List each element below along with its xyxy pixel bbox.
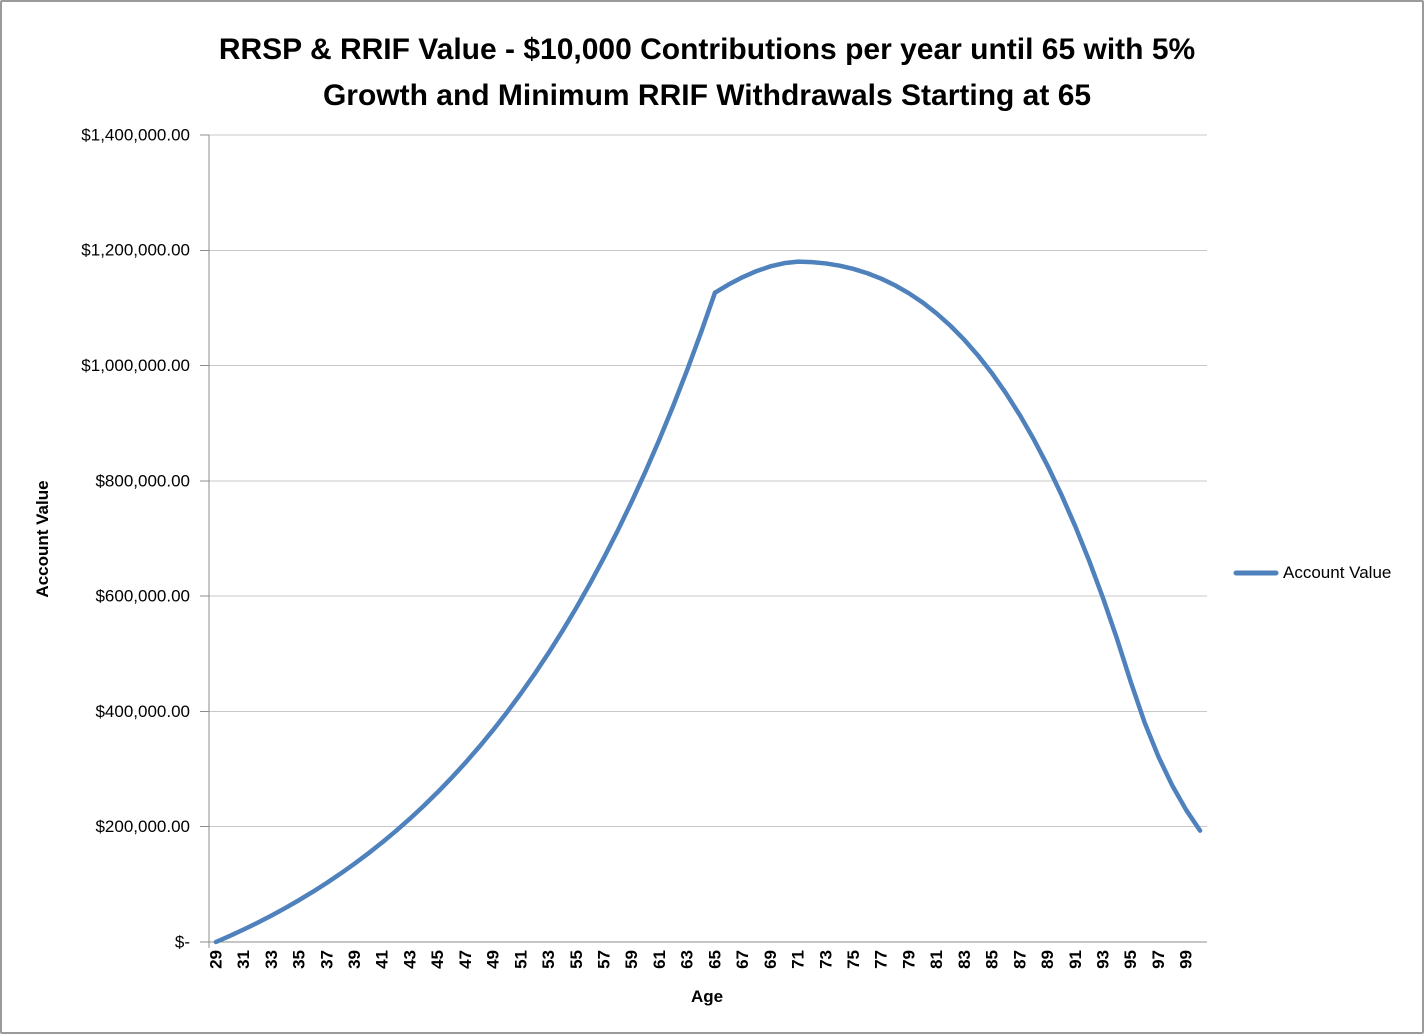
chart-title: RRSP & RRIF Value - $10,000 Contribution…: [2, 27, 1412, 119]
y-axis-tick-label: $1,200,000.00: [81, 241, 190, 260]
x-axis-tick-label: 53: [539, 950, 558, 969]
x-axis-tick-label: 99: [1177, 950, 1196, 969]
legend: Account Value: [1233, 562, 1391, 584]
x-axis-tick-label: 97: [1149, 950, 1168, 969]
x-axis-tick-label: 73: [816, 950, 835, 969]
y-axis-title: Account Value: [33, 480, 52, 598]
x-axis-tick-label: 93: [1093, 950, 1112, 969]
x-axis-tick-label: 91: [1066, 950, 1085, 969]
x-axis-tick-label: 55: [567, 950, 586, 969]
x-axis-tick-label: 49: [484, 950, 503, 969]
x-axis-tick-label: 71: [789, 950, 808, 969]
y-axis-tick-label: $800,000.00: [95, 471, 190, 490]
x-axis-tick-label: 59: [622, 950, 641, 969]
x-axis-tick-label: 63: [678, 950, 697, 969]
x-axis-tick-label: 95: [1121, 950, 1140, 969]
x-axis-tick-label: 39: [345, 950, 364, 969]
x-axis-tick-label: 35: [290, 950, 309, 969]
x-axis-tick-label: 85: [983, 950, 1002, 969]
y-axis-tick-label: $600,000.00: [95, 587, 190, 606]
x-axis-tick-label: 79: [899, 950, 918, 969]
y-axis-tick-label: $1,400,000.00: [81, 125, 190, 144]
legend-label: Account Value: [1283, 563, 1392, 582]
x-axis-tick-label: 77: [872, 950, 891, 969]
x-axis-tick-label: 37: [317, 950, 336, 969]
x-axis-tick-label: 33: [262, 950, 281, 969]
x-axis-tick-label: 87: [1010, 950, 1029, 969]
x-axis-tick-label: 45: [428, 950, 447, 969]
x-axis-tick-label: 83: [955, 950, 974, 969]
x-axis-tick-label: 65: [705, 950, 724, 969]
x-axis-tick-label: 47: [456, 950, 475, 969]
chart-title-line1: RRSP & RRIF Value - $10,000 Contribution…: [218, 33, 1196, 66]
x-axis-tick-label: 61: [650, 950, 669, 969]
x-axis-tick-label: 31: [234, 950, 253, 969]
x-axis-tick-label: 29: [206, 950, 225, 969]
account-value-line: [213, 259, 1203, 945]
y-axis-tick-label: $-: [175, 932, 190, 951]
x-axis-tick-label: 81: [927, 950, 946, 969]
legend-line-swatch: [1233, 570, 1279, 576]
x-axis-tick-label: 51: [511, 950, 530, 969]
x-axis-tick-label: 67: [733, 950, 752, 969]
x-axis-tick-label: 89: [1038, 950, 1057, 969]
x-axis-tick-label: 57: [594, 950, 613, 969]
chart-title-line2: Growth and Minimum RRIF Withdrawals Star…: [322, 79, 1092, 112]
x-axis-tick-label: 41: [373, 950, 392, 969]
y-axis-tick-label: $200,000.00: [95, 817, 190, 836]
y-axis-tick-label: $1,000,000.00: [81, 356, 190, 375]
x-axis-tick-label: 69: [761, 950, 780, 969]
x-axis-title: Age: [690, 987, 724, 1006]
y-axis-tick-label: $400,000.00: [95, 702, 190, 721]
x-axis-tick-label: 43: [400, 950, 419, 969]
x-axis-tick-label: 75: [844, 950, 863, 969]
